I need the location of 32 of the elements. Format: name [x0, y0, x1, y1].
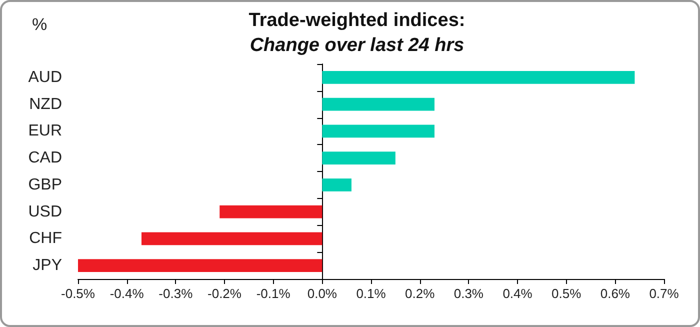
x-tick-label: -0.3%	[158, 286, 194, 301]
x-tick-label: 0.5%	[552, 286, 582, 301]
bar	[322, 124, 434, 138]
bar	[78, 259, 322, 272]
y-tick-label: USD	[28, 203, 62, 220]
x-tick-label: 0.0%	[307, 286, 338, 301]
x-tick-label: 0.3%	[454, 286, 484, 301]
x-tick-label: 0.6%	[600, 286, 630, 301]
chart-subtitle: Change over last 24 hrs	[250, 35, 464, 56]
y-tick-label: EUR	[28, 122, 62, 140]
bar	[322, 178, 352, 192]
text: %	[32, 15, 48, 34]
chart-title: Trade-weighted indices:	[248, 10, 466, 31]
bar	[322, 152, 396, 165]
y-tick-label: JPY	[32, 257, 62, 274]
y-tick-label: AUD	[28, 68, 62, 86]
y-tick-label: CHF	[29, 230, 62, 248]
x-tick-label: 0.1%	[356, 286, 386, 301]
bar	[322, 70, 635, 84]
y-tick-label: GBP	[28, 176, 62, 194]
bar	[220, 205, 322, 218]
x-tick-label: -0.2%	[208, 286, 242, 301]
bar	[322, 98, 434, 111]
x-tick-label: -0.4%	[110, 286, 144, 301]
x-tick-label: -0.5%	[61, 286, 96, 301]
bar	[141, 232, 322, 246]
x-tick-label: 0.7%	[649, 286, 680, 301]
x-tick-label: 0.2%	[405, 286, 436, 301]
y-tick-label: CAD	[28, 150, 62, 167]
y-tick-label: NZD	[29, 96, 62, 113]
x-tick-label: -0.1%	[256, 286, 291, 301]
x-tick-label: 0.4%	[502, 286, 533, 301]
